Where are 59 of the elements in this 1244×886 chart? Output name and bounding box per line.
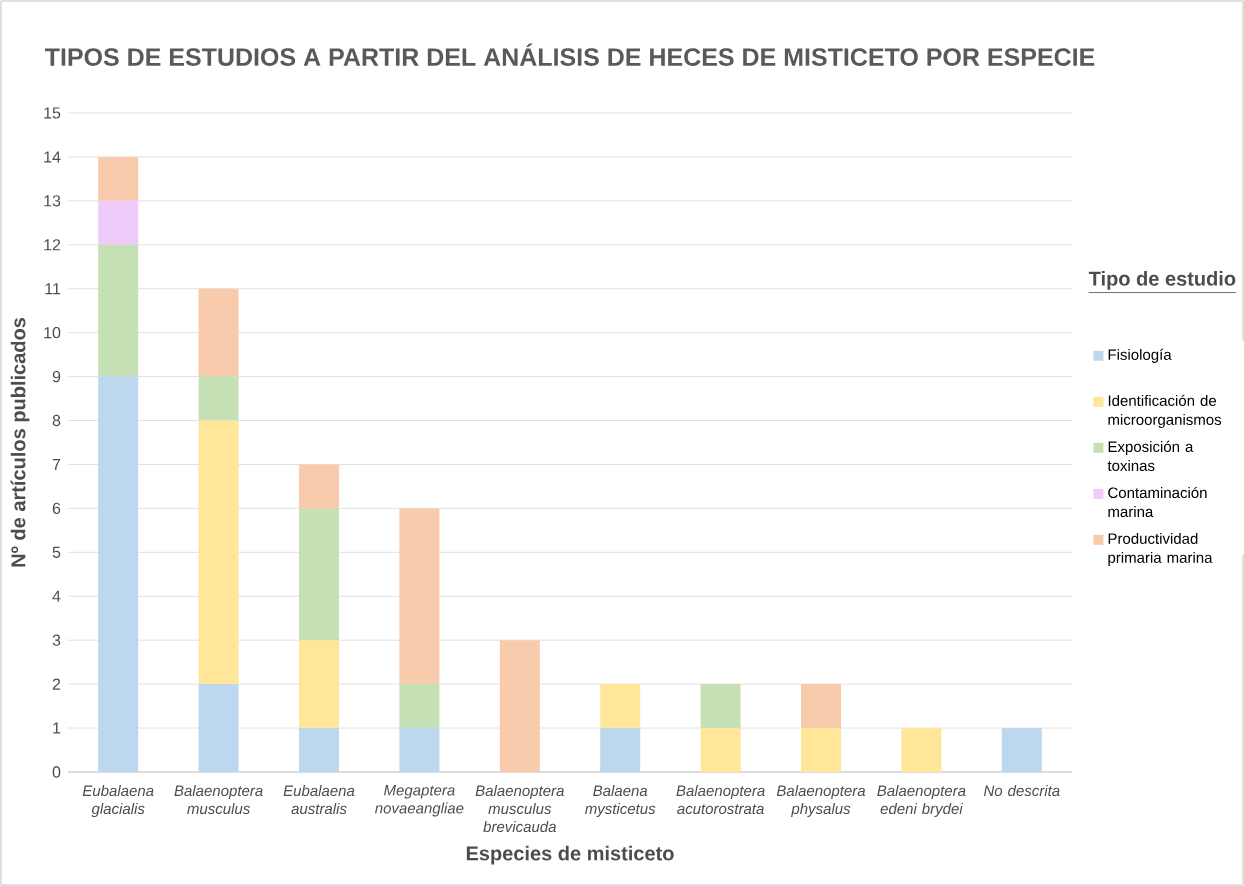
bar [299,640,339,729]
bar [98,376,139,772]
chart-title: TIPOS DE ESTUDIOS A PARTIR DEL ANÁLISIS DE HECES DE MISTICETO POR ESPECIE [44,43,1095,66]
bar [198,420,239,685]
y-tick-label: 1 [53,722,61,734]
bar [801,728,841,772]
x-tick-label: Balaenoptera musculus brevicauda [475,785,564,833]
bar [198,376,239,421]
x-tick-label: Eubalaena glacialis [82,785,154,818]
bar [600,728,641,772]
y-tick-label: 6 [52,502,61,515]
bar [299,508,339,641]
bar [98,200,139,245]
x-tick-label: Balaenoptera edeni brydei [877,785,966,818]
bar [198,288,239,377]
bar [399,508,440,685]
bar [299,728,339,772]
x-tick-label: Balaenoptera physalus [776,785,866,818]
x-tick-label: Eubalaena australis [283,785,355,815]
y-tick-label: 9 [52,370,61,383]
y-tick-label: 8 [52,414,61,427]
x-axis-title: Especies de misticeto [466,845,674,865]
x-tick-label: No descrita [983,785,1060,797]
x-tick-label: Balaena mysticetus [585,785,656,818]
bar [901,728,942,772]
legend-label: Exposición a toxinas [1107,440,1194,472]
legend-label: Fisiología [1108,348,1172,363]
y-tick-label: 4 [52,590,61,602]
bar [299,464,339,509]
bar [198,684,239,772]
y-axis-title: Nº de artículos publicados [10,317,30,567]
y-tick-label: 12 [44,239,61,251]
bar [700,728,741,772]
bar [98,244,139,377]
y-tick-label: 11 [45,283,61,295]
bar [399,728,440,772]
bar [399,684,440,729]
bar [801,684,841,729]
bar [499,640,540,772]
y-tick-label: 0 [52,766,61,778]
bar [600,684,641,729]
legend-label: Contaminación marina [1108,486,1207,518]
y-tick-label: 10 [44,326,61,339]
x-tick-label: Balaenoptera musculus [174,785,263,815]
legend-title: Tipo de estudio [1088,271,1236,290]
bar [98,156,139,201]
bar [700,684,741,729]
y-tick-label: 14 [44,151,61,163]
legend-label: Identificación de microorganismos [1108,394,1222,428]
y-tick-label: 5 [52,546,61,558]
legend-label: Productividad primaria marina [1108,532,1213,566]
bar [1001,728,1042,772]
x-tick-label: Megaptera novaeangliae [375,785,464,817]
y-tick-label: 13 [44,195,61,207]
x-tick-label: Balaenoptera acutorostrata [676,785,765,815]
y-tick-label: 3 [52,634,61,646]
y-tick-label: 15 [44,107,61,119]
y-tick-label: 7 [52,458,61,470]
y-tick-label: 2 [52,678,61,690]
